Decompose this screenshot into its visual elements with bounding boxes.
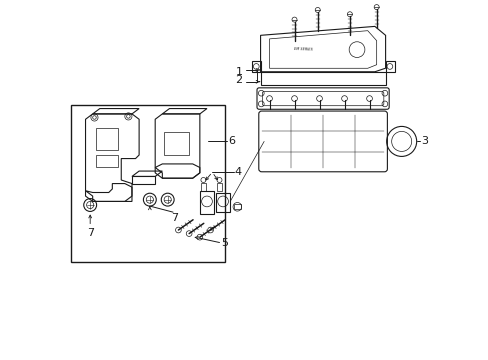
Bar: [71, 105, 224, 262]
Text: 7: 7: [86, 228, 94, 238]
Text: 3: 3: [421, 136, 427, 147]
Text: 6: 6: [228, 136, 235, 146]
Text: 2: 2: [235, 75, 242, 85]
Text: 4: 4: [234, 167, 241, 177]
Text: 1: 1: [235, 67, 242, 77]
Text: EM SERIES: EM SERIES: [293, 47, 312, 52]
Bar: [216, 183, 222, 191]
Text: 7: 7: [171, 212, 178, 222]
Bar: [233, 204, 241, 209]
Bar: [200, 183, 206, 191]
Text: 5: 5: [221, 238, 228, 248]
